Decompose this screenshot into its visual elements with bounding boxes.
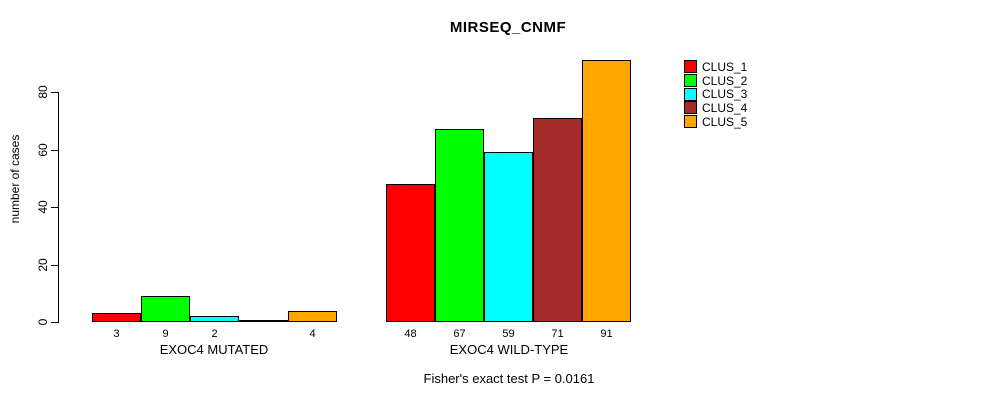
- legend-label: CLUS_1: [702, 59, 748, 74]
- y-tick-mark: [51, 264, 58, 266]
- bar-value-label: 48: [404, 328, 417, 340]
- legend-label: CLUS_2: [702, 73, 748, 88]
- bar-clus_3-group1: [190, 316, 239, 322]
- bar-value-label: 2: [211, 328, 218, 340]
- y-tick-label: 60: [36, 142, 50, 157]
- bar-value-label: 59: [502, 328, 515, 340]
- y-tick-mark: [51, 207, 58, 208]
- legend-label: CLUS_4: [702, 100, 748, 115]
- bar-value-label: 67: [453, 328, 466, 340]
- bar-clus_4-group1: [239, 320, 288, 322]
- y-axis-label: number of cases: [8, 134, 22, 224]
- bar-clus_1-group2: [386, 184, 435, 322]
- y-tick-label: 0: [36, 318, 50, 326]
- bar-value-label: 71: [551, 328, 564, 340]
- legend-label: CLUS_5: [702, 114, 748, 129]
- group-label-wild-type: EXOC4 WILD-TYPE: [449, 342, 569, 357]
- bar-clus_4-group2: [533, 117, 582, 322]
- bar-value-label: 9: [162, 328, 169, 340]
- bar-clus_5-group2: [582, 60, 631, 322]
- legend-item-clus_3: CLUS_3: [684, 87, 747, 101]
- bar-clus_1-group1: [92, 313, 141, 322]
- y-tick-mark: [51, 92, 58, 93]
- bar-value-label: 3: [113, 328, 120, 340]
- legend-swatch-icon: [684, 74, 697, 88]
- legend-item-clus_1: CLUS_1: [684, 60, 747, 74]
- legend-item-clus_4: CLUS_4: [684, 101, 747, 115]
- bar-clus_3-group2: [484, 152, 533, 322]
- y-tick-label: 80: [36, 85, 50, 99]
- legend-label: CLUS_3: [702, 87, 748, 102]
- legend-item-clus_5: CLUS_5: [684, 115, 747, 129]
- y-tick-mark: [51, 149, 58, 151]
- legend-item-clus_2: CLUS_2: [684, 74, 747, 88]
- chart-title: MIRSEQ_CNMF: [449, 19, 567, 36]
- legend: CLUS_1 CLUS_2 CLUS_3 CLUS_4 CLUS_5: [684, 60, 747, 129]
- legend-swatch-icon: [684, 87, 697, 101]
- bar-value-label: 91: [600, 328, 613, 340]
- bar-clus_5-group1: [288, 310, 337, 322]
- bar-clus_2-group2: [435, 129, 484, 322]
- y-tick-label: 40: [36, 200, 50, 214]
- caption: Fisher's exact test P = 0.0161: [423, 371, 595, 386]
- y-tick-mark: [51, 322, 58, 323]
- y-axis-line: [58, 92, 59, 323]
- group-label-mutated: EXOC4 MUTATED: [159, 342, 269, 357]
- legend-swatch-icon: [684, 60, 697, 74]
- bar-clus_2-group1: [141, 296, 190, 322]
- legend-swatch-icon: [684, 115, 697, 129]
- bar-value-label: 4: [309, 328, 316, 340]
- legend-swatch-icon: [684, 101, 697, 115]
- y-tick-label: 20: [36, 257, 50, 272]
